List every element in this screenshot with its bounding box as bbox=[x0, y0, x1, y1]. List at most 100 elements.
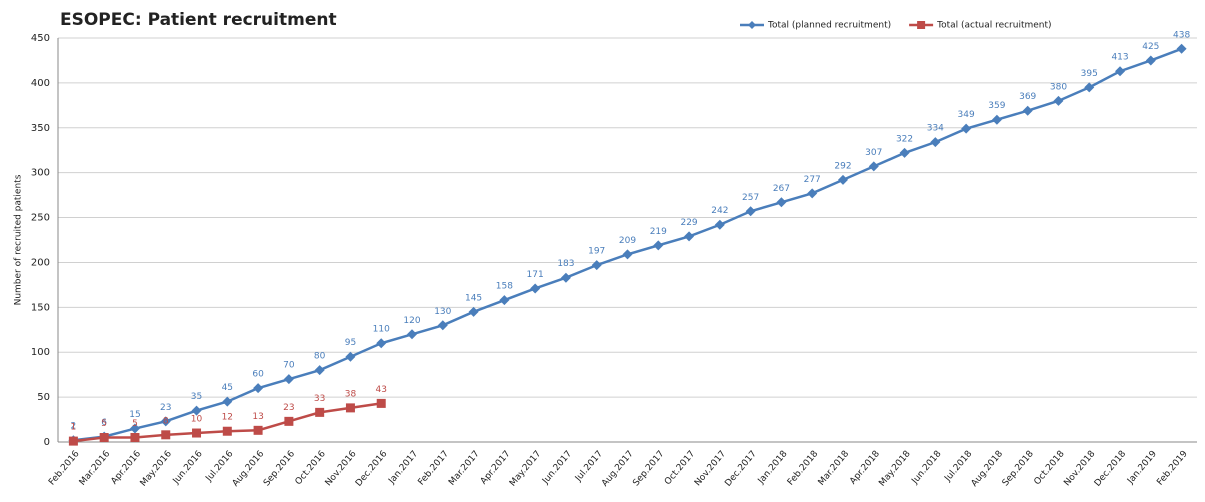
data-label: 209 bbox=[619, 236, 636, 246]
point bbox=[991, 114, 1002, 125]
x-tick-label: Jul.2016 bbox=[204, 449, 236, 484]
point bbox=[345, 351, 356, 362]
data-label: 413 bbox=[1111, 53, 1128, 63]
data-label: 380 bbox=[1050, 82, 1067, 92]
data-label: 12 bbox=[222, 413, 233, 423]
data-label: 197 bbox=[588, 247, 605, 257]
y-tick-label: 450 bbox=[31, 33, 50, 44]
point bbox=[253, 383, 264, 394]
y-tick-label: 50 bbox=[37, 392, 50, 403]
data-label: 1 bbox=[71, 423, 77, 433]
data-label: 60 bbox=[252, 370, 264, 380]
point bbox=[591, 260, 602, 271]
point bbox=[1176, 43, 1187, 54]
point bbox=[961, 123, 972, 134]
data-label: 95 bbox=[345, 338, 356, 348]
x-tick-label: Aug.2018 bbox=[970, 449, 1006, 489]
data-label: 120 bbox=[403, 316, 420, 326]
point bbox=[714, 219, 725, 230]
data-label: 267 bbox=[773, 184, 790, 194]
data-label: 5 bbox=[132, 419, 138, 429]
y-tick-label: 250 bbox=[31, 213, 50, 224]
point bbox=[684, 231, 695, 242]
y-tick-label: 150 bbox=[31, 302, 50, 313]
data-label: 15 bbox=[129, 410, 140, 420]
x-tick-label: Feb.2016 bbox=[47, 449, 82, 488]
point bbox=[622, 249, 633, 260]
data-label: 145 bbox=[465, 293, 482, 303]
point bbox=[191, 405, 202, 416]
x-tick-label: May.2018 bbox=[877, 449, 913, 489]
legend-label: Total (planned recruitment) bbox=[767, 21, 891, 31]
point bbox=[837, 174, 848, 185]
x-tick-label: Dec.2018 bbox=[1093, 449, 1129, 489]
point bbox=[222, 396, 233, 407]
data-label: 257 bbox=[742, 193, 759, 203]
data-label: 158 bbox=[496, 282, 513, 292]
point bbox=[899, 147, 910, 158]
data-label: 23 bbox=[160, 403, 171, 413]
data-label: 33 bbox=[314, 394, 325, 404]
x-tick-label: Sep.2016 bbox=[262, 449, 297, 488]
point bbox=[160, 416, 171, 427]
data-label: 219 bbox=[650, 227, 667, 237]
point bbox=[1115, 66, 1126, 77]
point bbox=[1053, 95, 1064, 106]
legend-marker bbox=[748, 21, 756, 29]
data-label: 425 bbox=[1142, 42, 1159, 52]
x-tick-label: Dec.2016 bbox=[354, 449, 390, 489]
chart-title: ESOPEC: Patient recruitment bbox=[60, 10, 337, 30]
x-tick-label: May.2017 bbox=[508, 449, 543, 488]
data-label: 307 bbox=[865, 148, 882, 158]
point bbox=[253, 425, 263, 435]
point bbox=[130, 433, 140, 443]
x-tick-label: Jan.2017 bbox=[386, 449, 420, 487]
legend-marker bbox=[917, 21, 926, 29]
point bbox=[283, 374, 294, 385]
x-tick-label: May.2016 bbox=[139, 449, 175, 489]
data-label: 369 bbox=[1019, 92, 1036, 102]
point bbox=[376, 338, 387, 349]
point bbox=[345, 403, 355, 413]
x-tick-label: Mar.2017 bbox=[447, 449, 482, 488]
data-label: 70 bbox=[283, 361, 295, 371]
data-label: 183 bbox=[557, 259, 574, 269]
point bbox=[437, 320, 448, 331]
data-label: 45 bbox=[222, 383, 233, 393]
x-tick-label: Jun.2018 bbox=[910, 449, 944, 487]
point bbox=[314, 365, 325, 376]
point bbox=[99, 433, 109, 443]
x-tick-label: Jul.2017 bbox=[573, 449, 605, 484]
point bbox=[468, 306, 479, 317]
data-label: 2 bbox=[71, 422, 77, 432]
data-label: 438 bbox=[1173, 30, 1190, 40]
data-label: 10 bbox=[191, 415, 203, 425]
y-tick-label: 350 bbox=[31, 123, 50, 134]
data-label: 13 bbox=[252, 412, 263, 422]
point bbox=[129, 423, 140, 434]
data-label: 171 bbox=[527, 270, 544, 280]
x-tick-label: Mar.2018 bbox=[817, 449, 852, 488]
y-tick-label: 300 bbox=[31, 168, 50, 179]
point bbox=[530, 283, 541, 294]
x-tick-label: Apr.2016 bbox=[109, 449, 143, 487]
point bbox=[315, 407, 325, 417]
point bbox=[1145, 55, 1156, 66]
data-label: 322 bbox=[896, 134, 913, 144]
point bbox=[930, 137, 941, 148]
point bbox=[68, 436, 78, 446]
data-label: 38 bbox=[345, 389, 357, 399]
point bbox=[161, 430, 171, 440]
data-label: 110 bbox=[373, 325, 390, 335]
x-tick-label: Feb.2019 bbox=[1155, 449, 1190, 488]
x-tick-label: Sep.2017 bbox=[631, 449, 666, 488]
x-tick-label: Jul.2018 bbox=[942, 449, 974, 484]
point bbox=[376, 398, 386, 408]
point bbox=[284, 416, 294, 426]
data-label: 80 bbox=[314, 352, 326, 362]
x-tick-label: Mar.2016 bbox=[78, 449, 113, 488]
point bbox=[1022, 105, 1033, 116]
point bbox=[807, 188, 818, 199]
data-label: 35 bbox=[191, 392, 202, 402]
